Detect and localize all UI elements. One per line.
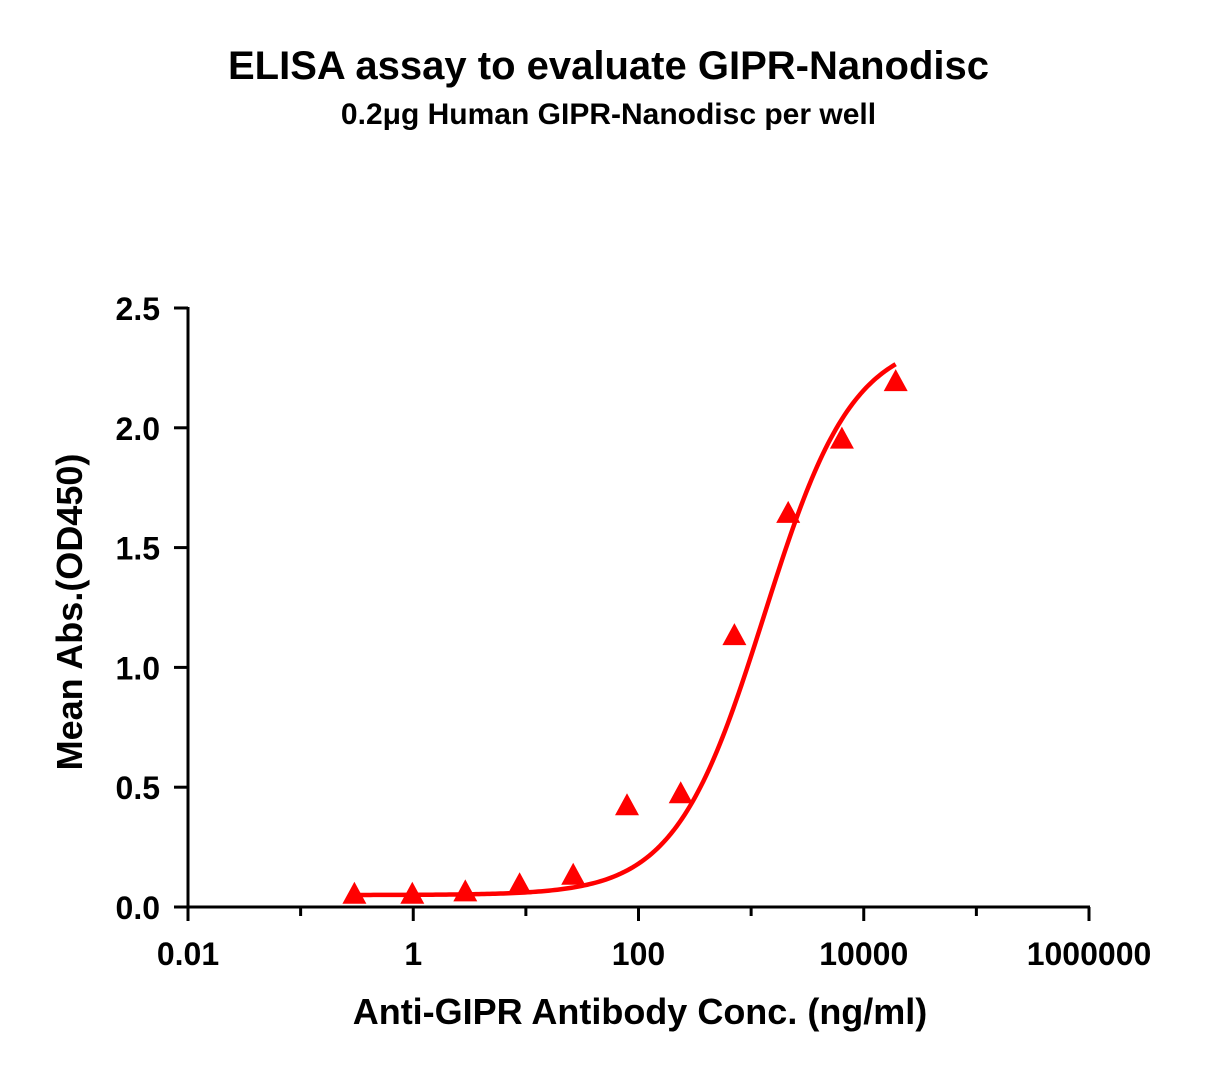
chart-title: ELISA assay to evaluate GIPR-Nanodisc (228, 44, 989, 88)
data-point-triangle (615, 793, 639, 816)
chart-subtitle: 0.2μg Human GIPR-Nanodisc per well (340, 98, 877, 131)
y-tick-label: 0.5 (116, 770, 160, 806)
data-point-triangle (668, 781, 693, 804)
data-point-triangle (400, 881, 425, 904)
data-point-triangle (561, 862, 586, 885)
y-axis: 0.0 0.5 1.0 1.5 2.0 2.5 (116, 291, 190, 926)
data-point-triangle (883, 369, 908, 392)
y-tick-label: 0.0 (116, 890, 160, 926)
y-tick-label: 2.0 (116, 411, 160, 447)
fit-curve (354, 362, 897, 898)
y-tick-label: 1.5 (116, 531, 160, 567)
y-axis-label: Mean Abs.(OD450) (49, 454, 90, 771)
fit-curve-layer (354, 362, 897, 898)
x-axis-label: Anti-GIPR Antibody Conc. (ng/ml) (353, 991, 928, 1032)
x-tick-label: 1 (404, 936, 422, 972)
x-axis: 0.01 1 100 10000 1000000 (157, 905, 1152, 972)
data-point-triangle (829, 426, 854, 449)
x-tick-label: 1000000 (1027, 936, 1152, 972)
data-point-triangle (453, 879, 478, 902)
data-point-triangle (776, 500, 801, 523)
data-points-layer (342, 369, 908, 904)
data-point-triangle (722, 623, 747, 646)
x-tick-label: 10000 (819, 936, 908, 972)
x-tick-label: 100 (612, 936, 665, 972)
x-tick-label: 0.01 (157, 936, 219, 972)
data-point-triangle (507, 872, 532, 895)
data-point-triangle (342, 881, 367, 904)
y-tick-label: 1.0 (116, 650, 160, 686)
y-tick-label: 2.5 (116, 291, 160, 327)
